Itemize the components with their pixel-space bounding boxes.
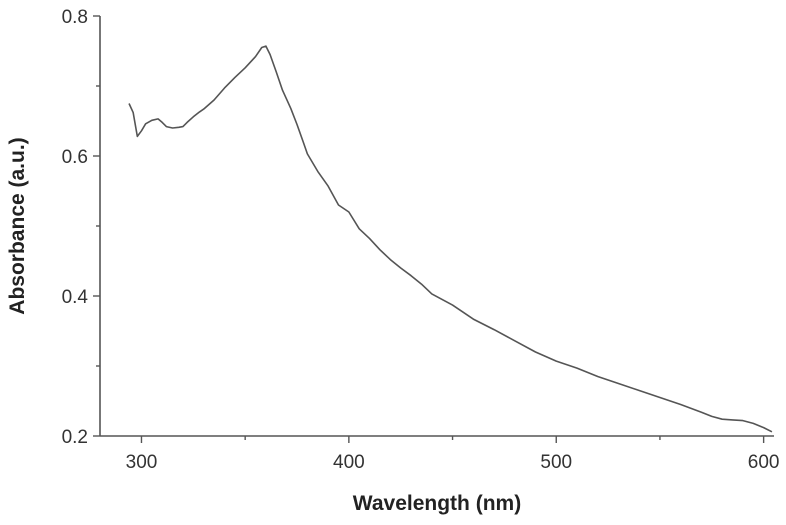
x-ticks: 300 400 500 600: [126, 436, 780, 473]
plot-area: 300 400 500 600 0.2 0.4 0.6 0.8: [62, 7, 780, 473]
absorbance-series-line: [128, 45, 773, 433]
x-tick-label: 300: [126, 452, 158, 473]
x-axis-title: Wavelength (nm): [353, 492, 521, 515]
x-tick-label: 500: [540, 452, 572, 473]
y-tick-label: 0.2: [62, 427, 88, 448]
y-tick-label: 0.4: [62, 287, 89, 308]
y-ticks: 0.2 0.4 0.6 0.8: [62, 7, 100, 448]
y-tick-label: 0.8: [62, 7, 88, 28]
x-tick-label: 400: [333, 452, 365, 473]
x-tick-label: 600: [748, 452, 780, 473]
y-axis-title: Absorbance (a.u.): [6, 137, 29, 314]
y-tick-label: 0.6: [62, 147, 88, 168]
